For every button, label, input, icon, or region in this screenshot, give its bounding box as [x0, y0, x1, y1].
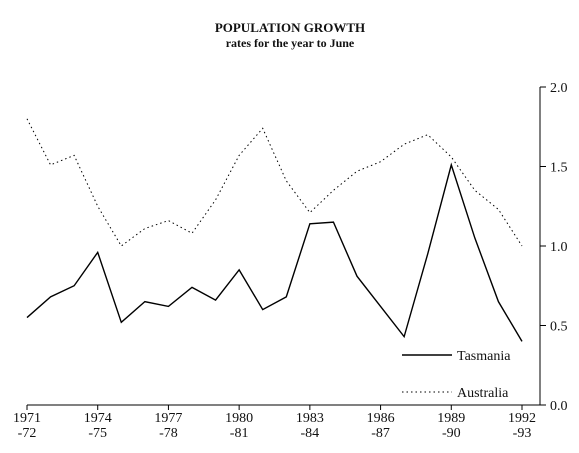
x-tick-label: 1983 -84: [295, 411, 324, 441]
x-tick-label: 1986 -87: [366, 411, 395, 441]
chart-subtitle: rates for the year to June: [226, 36, 355, 50]
legend-label: Australia: [457, 386, 509, 401]
y-tick-label: 1.5: [550, 161, 568, 176]
x-tick-label: 1977 -78: [154, 411, 183, 441]
x-tick-label: 1980 -81: [225, 411, 254, 441]
y-tick-label: 2.0: [550, 81, 568, 96]
series-line: [26, 118, 523, 247]
chart-title: POPULATION GROWTH: [215, 20, 365, 35]
x-tick-label: 1989 -90: [437, 411, 466, 441]
x-tick-label: 1974 -75: [83, 411, 112, 441]
y-tick-label: 1.0: [550, 240, 568, 255]
x-tick-label: 1971 -72: [13, 411, 41, 441]
series-line: [26, 162, 523, 342]
x-tick-label: 1992 -93: [508, 411, 536, 441]
legend-label: Tasmania: [457, 349, 511, 364]
y-tick-label: 0.0: [550, 399, 568, 414]
y-tick-label: 0.5: [550, 320, 568, 335]
